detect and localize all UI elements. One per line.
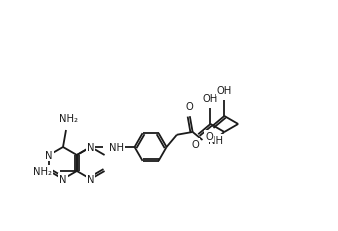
Text: N: N	[87, 174, 94, 184]
Text: NH: NH	[209, 135, 223, 145]
Text: OH: OH	[217, 86, 232, 96]
Text: NH₂: NH₂	[58, 113, 77, 123]
Text: N: N	[45, 150, 53, 160]
Text: N: N	[59, 174, 67, 184]
Text: NH₂: NH₂	[33, 166, 52, 176]
Text: OH: OH	[203, 94, 218, 103]
Text: O: O	[186, 102, 194, 112]
Text: O: O	[191, 140, 199, 150]
Text: NH: NH	[109, 142, 124, 152]
Text: O: O	[205, 132, 213, 142]
Text: N: N	[87, 142, 94, 152]
